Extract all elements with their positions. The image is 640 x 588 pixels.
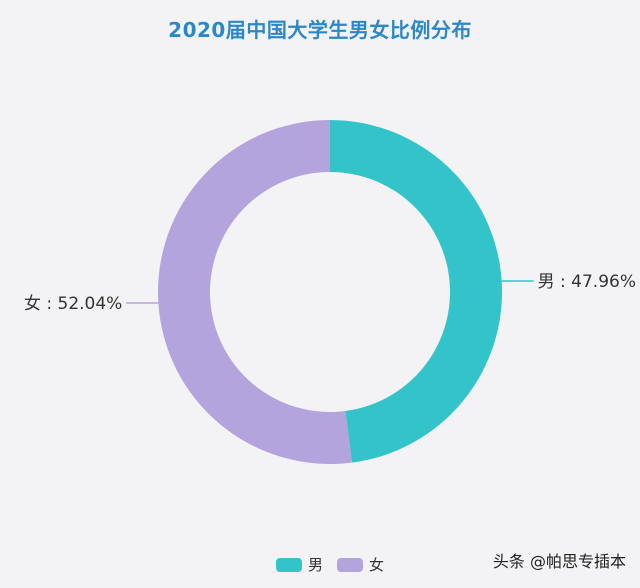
legend-swatch-male [276, 557, 302, 572]
legend-swatch-female [337, 557, 364, 572]
legend-label-male: 男 [308, 556, 324, 574]
data-label-female: 女 : 52.04% [24, 294, 122, 314]
chart-title: 2020届中国大学生男女比例分布 [168, 18, 472, 42]
slice-female[interactable] [158, 120, 352, 464]
data-label-male: 男 : 47.96% [538, 272, 636, 292]
legend-item-female[interactable]: 女 [337, 554, 384, 575]
legend-label-female: 女 [369, 556, 385, 574]
legend-item-male[interactable]: 男 [276, 554, 323, 575]
chart-legend: 男 女 [276, 554, 398, 575]
slice-male[interactable] [330, 120, 503, 463]
watermark: 头条 @帕思专插本 [492, 552, 626, 571]
